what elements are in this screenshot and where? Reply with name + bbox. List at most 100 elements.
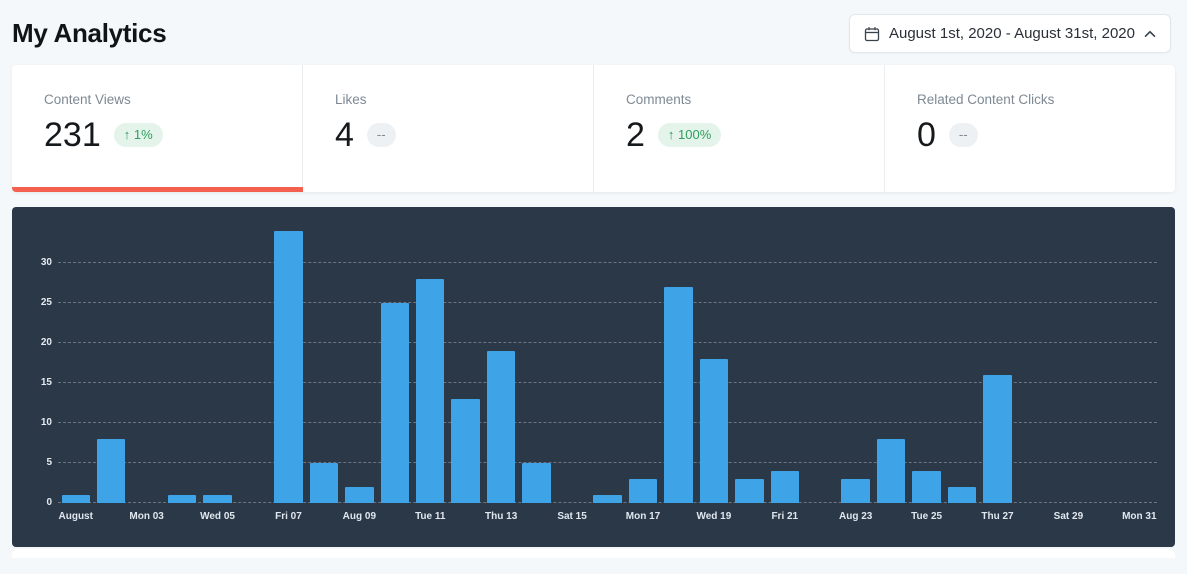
x-tick-label-aug-29: Sat 29 (1053, 511, 1084, 522)
date-range-label: August 1st, 2020 - August 31st, 2020 (888, 25, 1135, 42)
stat-value: 231 (44, 116, 101, 154)
x-tick-empty (732, 511, 767, 522)
bar-slot (164, 207, 199, 503)
x-tick-empty (519, 511, 554, 522)
x-tick-empty (448, 511, 483, 522)
bar-aug-01[interactable] (61, 495, 90, 503)
gridline-30 (58, 262, 1157, 263)
bar-aug-12[interactable] (451, 399, 480, 503)
stat-tile-content-views[interactable]: Content Views 231 ↑ 1% (12, 65, 302, 192)
x-tick-empty (1015, 511, 1050, 522)
y-tick-label-25: 25 (40, 297, 52, 308)
bar-slot (377, 207, 412, 503)
x-tick-empty (873, 511, 908, 522)
stat-trend-badge: ↑ 1% (113, 123, 163, 147)
bar-slot (732, 207, 767, 503)
gridline-25 (58, 302, 1157, 303)
bar-aug-26[interactable] (947, 487, 977, 503)
bar-slot (58, 207, 93, 503)
date-range-picker[interactable]: August 1st, 2020 - August 31st, 2020 (848, 14, 1171, 53)
y-tick-label-0: 0 (46, 497, 52, 508)
stat-tile-comments[interactable]: Comments 2 ↑ 100% (593, 65, 884, 192)
bar-slot (235, 207, 270, 503)
stat-value: 4 (335, 116, 354, 154)
x-tick-empty (164, 511, 199, 522)
chevron-up-icon (1144, 30, 1156, 38)
bar-slot (129, 207, 164, 503)
y-tick-label-10: 10 (40, 417, 52, 428)
x-tick-empty (661, 511, 696, 522)
stat-trend-badge: -- (948, 123, 978, 147)
bar-slot (483, 207, 518, 503)
x-tick-label-aug-31: Mon 31 (1122, 511, 1157, 522)
bar-slot (93, 207, 128, 503)
bar-aug-16[interactable] (593, 495, 622, 503)
x-tick-empty (93, 511, 128, 522)
x-tick-label-aug-01: August (58, 511, 93, 522)
y-tick-label-15: 15 (40, 377, 52, 388)
bar-aug-08[interactable] (309, 463, 339, 503)
bar-aug-10[interactable] (380, 303, 410, 503)
x-tick-label-aug-05: Wed 05 (200, 511, 235, 522)
x-tick-label-aug-09: Aug 09 (342, 511, 377, 522)
bar-aug-21[interactable] (770, 471, 800, 503)
bar-aug-04[interactable] (167, 495, 197, 503)
bar-aug-02[interactable] (96, 439, 126, 503)
x-tick-empty (377, 511, 412, 522)
bar-slot (625, 207, 660, 503)
active-tab-indicator (12, 187, 303, 192)
bar-aug-23[interactable] (841, 479, 870, 503)
bar-series (58, 207, 1157, 503)
x-tick-label-aug-15: Sat 15 (557, 511, 587, 522)
stat-label: Content Views (44, 92, 131, 107)
page-title: My Analytics (12, 18, 167, 48)
stat-tile-likes[interactable]: Likes 4 -- (302, 65, 593, 192)
bar-slot (1015, 207, 1050, 503)
bar-aug-05[interactable] (203, 495, 232, 503)
bar-slot (413, 207, 448, 503)
bar-aug-18[interactable] (664, 287, 693, 503)
content-views-bar-chart: 0 5 10 15 20 25 30 August Mon 03 Wed 05 Fri 07 Aug… (12, 207, 1175, 547)
gridline-20 (58, 342, 1157, 343)
bar-aug-27[interactable] (983, 375, 1012, 503)
bar-slot (909, 207, 944, 503)
stats-card: Content Views 231 ↑ 1% Likes 4 -- Commen… (12, 65, 1175, 192)
bar-aug-20[interactable] (735, 479, 764, 503)
gridline-15 (58, 382, 1157, 383)
bar-slot (661, 207, 696, 503)
x-tick-label-aug-07: Fri 07 (275, 511, 302, 522)
bar-slot (873, 207, 908, 503)
bar-aug-14[interactable] (522, 463, 551, 503)
bar-aug-19[interactable] (699, 359, 729, 503)
bar-slot (1051, 207, 1086, 503)
bar-aug-07[interactable] (274, 231, 303, 503)
bar-aug-24[interactable] (876, 439, 906, 503)
x-tick-label-aug-19: Wed 19 (696, 511, 732, 522)
bar-aug-11[interactable] (416, 279, 445, 503)
y-tick-label-20: 20 (40, 337, 52, 348)
bar-aug-09[interactable] (345, 487, 374, 503)
bar-aug-17[interactable] (628, 479, 658, 503)
bar-slot (519, 207, 554, 503)
x-tick-label-aug-03: Mon 03 (129, 511, 164, 522)
stat-tile-related-content-clicks[interactable]: Related Content Clicks 0 -- (884, 65, 1175, 192)
stat-trend-badge: -- (366, 123, 396, 147)
bar-slot (342, 207, 377, 503)
x-tick-empty (235, 511, 270, 522)
bar-slot (448, 207, 483, 503)
bar-slot (306, 207, 341, 503)
bar-slot (590, 207, 625, 503)
chart-plot-area: 0 5 10 15 20 25 30 (41, 207, 1157, 508)
bar-aug-13[interactable] (486, 351, 516, 503)
stat-trend-badge: ↑ 100% (657, 123, 722, 147)
calendar-icon (864, 26, 880, 42)
bar-slot (554, 207, 589, 503)
x-tick-label-aug-25: Tue 25 (911, 511, 943, 522)
y-tick-label-5: 5 (46, 457, 52, 468)
bar-aug-25[interactable] (912, 471, 941, 503)
gridline-5 (58, 462, 1157, 463)
bar-slot (803, 207, 838, 503)
stat-value: 2 (626, 116, 645, 154)
x-tick-label-aug-11: Tue 11 (415, 511, 446, 522)
